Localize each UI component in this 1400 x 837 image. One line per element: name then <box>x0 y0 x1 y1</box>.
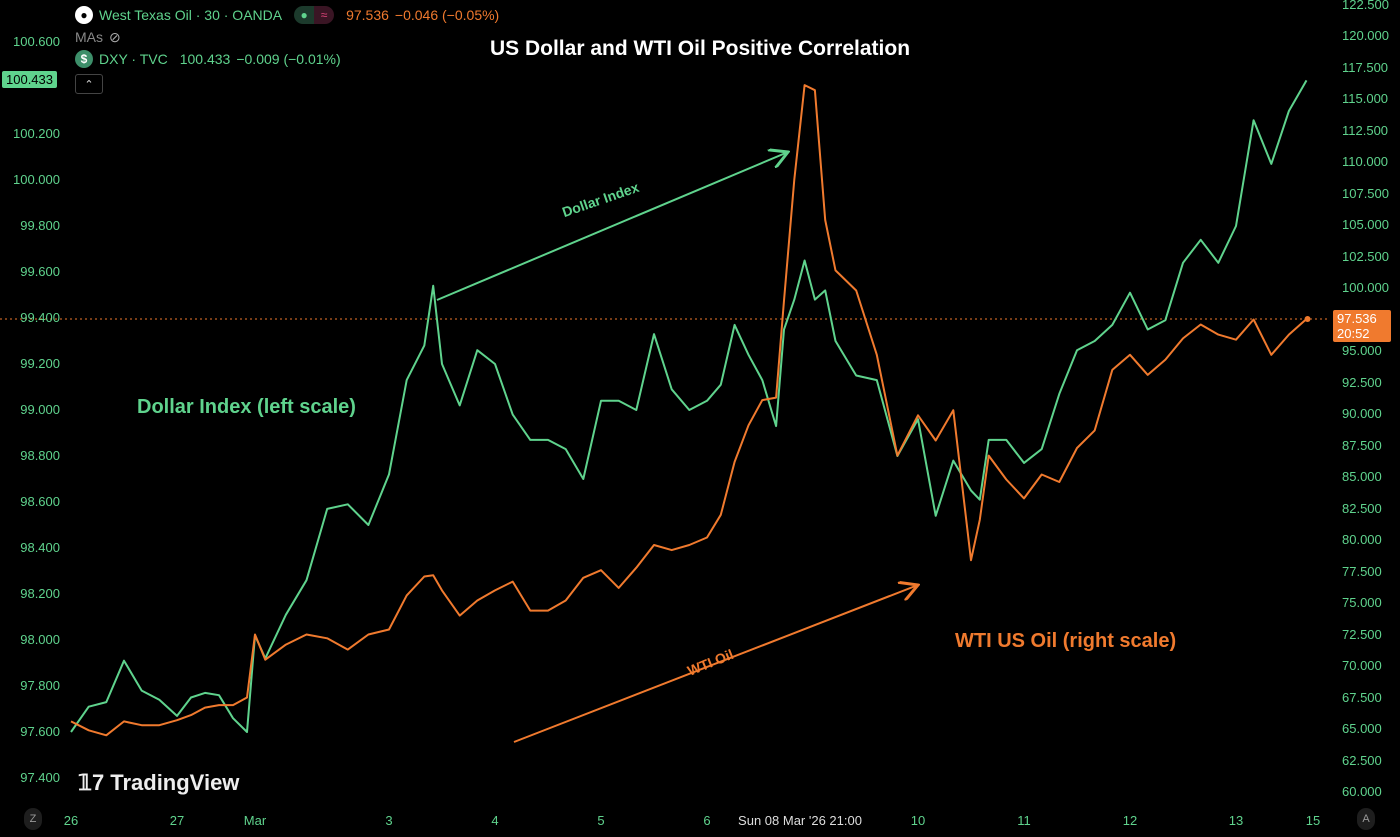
eye-off-icon[interactable]: ⊘ <box>109 28 121 45</box>
time-axis-tick: 15 <box>1305 813 1321 828</box>
right-axis-tick: 60.000 <box>1342 784 1382 799</box>
right-axis-tick: 85.000 <box>1342 469 1382 484</box>
right-axis-tick: 115.000 <box>1342 91 1389 106</box>
right-axis-tick: 82.500 <box>1342 500 1382 516</box>
left-axis-tick: 98.400 <box>20 540 60 555</box>
brand-name: TradingView <box>110 770 240 795</box>
left-axis-tick: 99.400 <box>20 310 60 325</box>
second-symbol[interactable]: DXY · TVC <box>99 51 168 67</box>
right-axis-tick: 62.500 <box>1342 752 1382 768</box>
left-axis-tick: 100.600 <box>13 34 60 49</box>
wti-badge-countdown: 20:52 <box>1337 326 1370 341</box>
right-axis-tick: 70.000 <box>1342 658 1382 673</box>
chevron-up-icon: ⌃ <box>84 78 94 91</box>
tradingview-logo-icon: 𝟙7 <box>78 770 105 795</box>
left-axis-tick: 98.600 <box>20 494 60 509</box>
right-axis-tick: 75.000 <box>1342 595 1382 610</box>
time-axis-tick: 26 <box>63 813 79 828</box>
crosshair-time-label: Sun 08 Mar '26 21:00 <box>738 813 862 828</box>
time-axis-tick: 3 <box>385 813 393 828</box>
right-axis-tick: 117.500 <box>1342 59 1389 75</box>
left-axis-tick: 100.000 <box>13 172 60 187</box>
right-axis-tick: 80.000 <box>1342 532 1382 547</box>
zoom-reset-button[interactable]: Z <box>24 808 42 830</box>
time-axis-tick: 11 <box>1017 813 1031 828</box>
time-axis-tick: 12 <box>1122 813 1138 828</box>
annotation-wti-label: WTI US Oil (right scale) <box>955 630 1177 652</box>
left-axis-tick: 98.000 <box>20 632 60 647</box>
dxy-trend-arrow[interactable] <box>436 152 788 301</box>
wti-trend-arrow[interactable] <box>513 585 918 743</box>
time-axis-tick: Mar <box>243 813 267 828</box>
chart-title: US Dollar and WTI Oil Positive Correlati… <box>489 37 911 60</box>
time-axis-tick: 10 <box>910 813 926 828</box>
left-axis-tick: 97.600 <box>20 724 60 739</box>
second-change: −0.009 (−0.01%) <box>236 51 341 67</box>
time-axis-tick: 4 <box>491 813 499 828</box>
wti-last-price-badge: 97.536 20:52 <box>1333 310 1391 342</box>
status-pill[interactable]: ● ≈ <box>294 6 335 24</box>
main-symbol[interactable]: West Texas Oil · 30 · OANDA <box>99 7 283 23</box>
right-axis-tick: 120.000 <box>1342 28 1389 43</box>
right-axis-tick: 72.500 <box>1342 626 1382 642</box>
second-price: 100.433 <box>179 51 231 67</box>
left-axis-tick: 98.200 <box>20 586 60 601</box>
left-axis-tick: 99.000 <box>20 402 60 417</box>
chart-legend: ● West Texas Oil · 30 · OANDA ● ≈ 97.536 … <box>75 4 499 94</box>
main-price: 97.536 <box>346 7 389 23</box>
right-axis-tick: 112.500 <box>1342 122 1389 138</box>
dollar-icon: $ <box>75 50 93 68</box>
wti-last-point <box>1304 316 1311 323</box>
left-axis-tick: 98.800 <box>20 448 60 463</box>
main-change: −0.046 (−0.05%) <box>394 7 500 23</box>
right-axis-tick: 100.000 <box>1342 280 1389 295</box>
tradingview-logo[interactable]: 𝟙7 TradingView <box>78 770 239 796</box>
time-axis-tick: 5 <box>597 813 605 828</box>
right-axis-tick: 67.500 <box>1342 689 1382 705</box>
right-axis-tick: 107.500 <box>1342 185 1389 201</box>
right-axis-tick: 87.500 <box>1342 437 1382 453</box>
right-axis-tick: 90.000 <box>1342 406 1382 421</box>
right-axis-tick: 105.000 <box>1342 217 1389 232</box>
right-axis-tick: 92.500 <box>1342 374 1382 390</box>
right-axis-tick: 122.500 <box>1342 0 1389 12</box>
wti-badge-price: 97.536 <box>1337 311 1377 326</box>
right-axis-tick: 102.500 <box>1342 248 1389 264</box>
oil-drop-icon: ● <box>75 6 93 24</box>
time-axis-tick: 27 <box>169 813 185 828</box>
right-axis-tick: 65.000 <box>1342 721 1382 736</box>
dxy-last-price-badge: 100.433 <box>2 71 57 88</box>
right-axis-tick: 95.000 <box>1342 343 1382 358</box>
mas-label[interactable]: MAs <box>75 29 103 45</box>
left-axis-tick: 97.400 <box>20 770 60 785</box>
auto-scale-button[interactable]: A <box>1357 808 1375 830</box>
time-axis-tick: 13 <box>1228 813 1244 828</box>
left-axis-tick: 97.800 <box>20 678 60 693</box>
left-axis-tick: 99.800 <box>20 218 60 233</box>
left-axis-tick: 99.200 <box>20 356 60 371</box>
time-axis-tick: 6 <box>703 813 711 828</box>
left-axis-tick: 99.600 <box>20 264 60 279</box>
series-line-wti <box>70 84 1308 737</box>
right-axis-tick: 77.500 <box>1342 563 1382 579</box>
collapse-legend-button[interactable]: ⌃ <box>75 74 103 94</box>
right-axis-tick: 110.000 <box>1342 154 1389 169</box>
left-axis-tick: 100.200 <box>13 126 60 141</box>
annotation-dxy-label: Dollar Index (left scale) <box>137 396 356 418</box>
